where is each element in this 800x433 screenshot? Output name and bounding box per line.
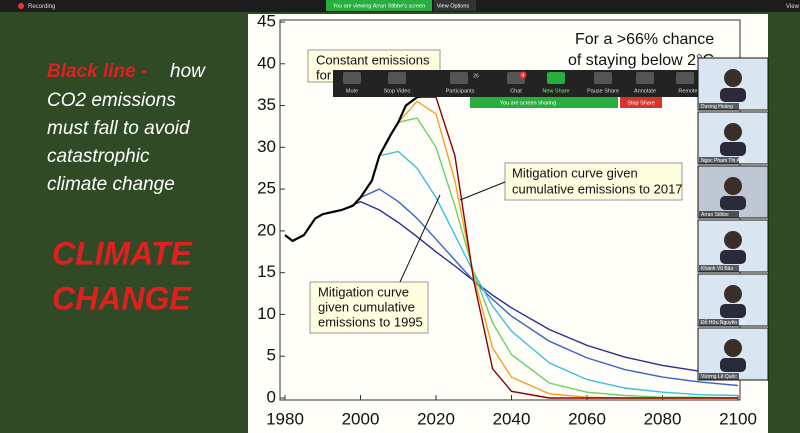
annotation-box [309, 281, 429, 334]
annotation: of staying below 2°C [568, 52, 714, 69]
y-tick-label: 5 [267, 346, 276, 365]
data-line [284, 94, 425, 243]
x-tick-label: 2000 [342, 409, 380, 428]
view-label[interactable]: View [786, 4, 800, 10]
toolbar-label[interactable]: Stop Video [384, 88, 411, 94]
x-tick-label: 2040 [493, 409, 531, 428]
participant-body [720, 250, 746, 264]
participant-name: Dương Hoàng [701, 104, 733, 110]
annotation: Mitigation curve given [512, 165, 638, 180]
x-tick-label: 2060 [568, 409, 606, 428]
slide-text: catastrophic [47, 146, 150, 167]
annotation: Constant emissions [316, 52, 430, 67]
x-tick-label: 2020 [417, 409, 455, 428]
toolbar-label[interactable]: New Share [542, 88, 569, 94]
annotation: cumulative emissions to 2017 [512, 181, 683, 196]
x-tick-label: 2080 [644, 409, 682, 428]
participant-name: Ngọc Phạm Thị Anh [701, 158, 746, 164]
chat-badge-count: 4 [522, 73, 525, 79]
name-bg [699, 157, 739, 164]
annotation: emissions to 1995 [318, 314, 423, 329]
participant-head [724, 285, 742, 303]
annotation: for [316, 67, 332, 82]
sharing-text: You are screen sharing [500, 100, 556, 106]
stop-share-button[interactable] [620, 97, 662, 108]
y-tick-label: 20 [257, 220, 276, 239]
participant-body [720, 304, 746, 318]
participant-body [720, 358, 746, 372]
name-bg [699, 265, 739, 272]
y-tick-label: 10 [257, 304, 276, 323]
slide-text: CO2 emissions [47, 90, 176, 111]
x-tick-label: 2100 [719, 409, 757, 428]
mute-button[interactable] [343, 72, 361, 84]
name-bg [699, 373, 739, 380]
y-tick-label: 25 [257, 179, 276, 198]
participant-count: 26 [473, 73, 479, 79]
y-tick-label: 45 [257, 11, 276, 30]
view-options-button[interactable] [434, 0, 476, 11]
y-tick-label: 0 [267, 387, 276, 406]
viewing-text: You are viewing Arran Stibbe's screen [333, 3, 425, 9]
viewing-banner [326, 0, 432, 11]
toolbar-label[interactable]: Remote [678, 88, 697, 94]
slide-heading: CLIMATE [52, 235, 193, 271]
annotation-arrow [459, 181, 506, 201]
y-tick-label: 40 [257, 53, 276, 72]
slide-text: must fall to avoid [47, 118, 191, 139]
participant-head [724, 69, 742, 87]
participant-head [724, 339, 742, 357]
slide-text: climate change [47, 174, 175, 195]
name-bg [699, 103, 739, 110]
record-dot [18, 3, 24, 9]
toolbar-label[interactable]: Chat [510, 88, 522, 94]
new-share-button[interactable] [547, 72, 565, 84]
slide-text-red: Black line - [47, 61, 147, 82]
annotation-box [504, 162, 683, 201]
y-tick-label: 15 [257, 262, 276, 281]
slide-heading: CHANGE [52, 280, 192, 316]
data-line [398, 117, 739, 399]
participant-name: Vương Lê Quốc [701, 374, 737, 380]
remote-button[interactable] [676, 72, 694, 84]
name-bg [699, 211, 739, 218]
participants-button[interactable] [450, 72, 468, 84]
data-line [360, 188, 739, 387]
toolbar-label[interactable]: Annotate [634, 88, 656, 94]
y-tick-label: 35 [257, 95, 276, 114]
stop-share-label[interactable]: Stop Share [627, 100, 655, 106]
toolbar-label[interactable]: Pause Share [587, 88, 619, 94]
x-tick-label: 1980 [266, 409, 304, 428]
participant-body [720, 142, 746, 156]
participant-name: Khánh Vũ Bảo [701, 266, 733, 272]
toolbar-label[interactable]: Participants [446, 88, 475, 94]
participant-head [724, 123, 742, 141]
slide-text: how [170, 61, 206, 82]
participant-name: Đỗ Hữu Nguyên Lộc [701, 319, 747, 326]
participant-head [724, 177, 742, 195]
annotation-arrow [399, 194, 441, 283]
annotate-button[interactable] [636, 72, 654, 84]
annotation: Mitigation curve [318, 284, 409, 299]
recording-label: Recording [28, 4, 55, 10]
chat-badge [519, 71, 527, 79]
y-tick-label: 30 [257, 137, 276, 156]
participant-body [720, 196, 746, 210]
annotation: given cumulative [318, 299, 415, 314]
video-button[interactable] [388, 72, 406, 84]
name-bg [699, 319, 739, 326]
pause-share-button[interactable] [594, 72, 612, 84]
participant-body [720, 88, 746, 102]
sharing-banner [470, 97, 618, 108]
annotation: For a >66% chance [575, 31, 714, 48]
data-line [379, 150, 739, 397]
view-options-label[interactable]: View Options [437, 3, 470, 9]
participant-head [724, 231, 742, 249]
data-line [417, 96, 738, 399]
participant-name: Arran Stibbe [701, 212, 729, 218]
toolbar-label[interactable]: Mute [346, 88, 358, 94]
